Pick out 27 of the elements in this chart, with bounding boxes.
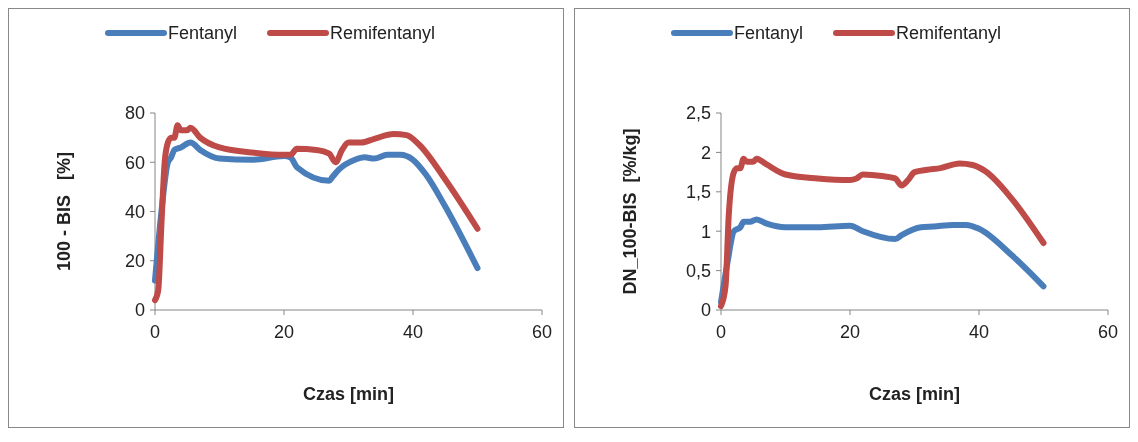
y-tick-label: 0 xyxy=(134,300,145,321)
x-tick-label: 40 xyxy=(968,322,990,342)
x-tick-label: 20 xyxy=(273,322,295,342)
legend-label: Remifentanyl xyxy=(896,23,1002,43)
y-tick-label: 80 xyxy=(124,103,145,124)
x-tick-label: 60 xyxy=(1097,322,1119,342)
y-tick-label: 2 xyxy=(700,142,711,163)
legend-label: Fentanyl xyxy=(168,23,238,43)
x-axis-title: Czas [min] xyxy=(302,384,395,404)
y-axis-title: 100 - BIS [%] xyxy=(54,151,74,272)
x-tick-label: 0 xyxy=(149,322,161,342)
y-tick-label: 1,5 xyxy=(685,182,711,203)
y-tick-label: 2,5 xyxy=(685,103,711,124)
x-tick-label: 0 xyxy=(715,322,727,342)
y-tick-label: 60 xyxy=(124,152,145,173)
y-tick-label: 0 xyxy=(700,300,711,321)
y-tick-label: 1 xyxy=(700,221,711,242)
x-tick-label: 40 xyxy=(402,322,424,342)
x-tick-label: 20 xyxy=(839,322,861,342)
y-tick-label: 20 xyxy=(124,251,145,272)
y-tick-label: 0,5 xyxy=(685,260,711,281)
x-axis-title: Czas [min] xyxy=(868,384,961,404)
x-tick-label: 60 xyxy=(531,322,553,342)
legend-label: Fentanyl xyxy=(734,23,804,43)
y-tick-label: 40 xyxy=(124,201,145,222)
legend-label: Remifentanyl xyxy=(330,23,436,43)
y-axis-title: DN_100-BIS [%/kg] xyxy=(620,128,640,295)
